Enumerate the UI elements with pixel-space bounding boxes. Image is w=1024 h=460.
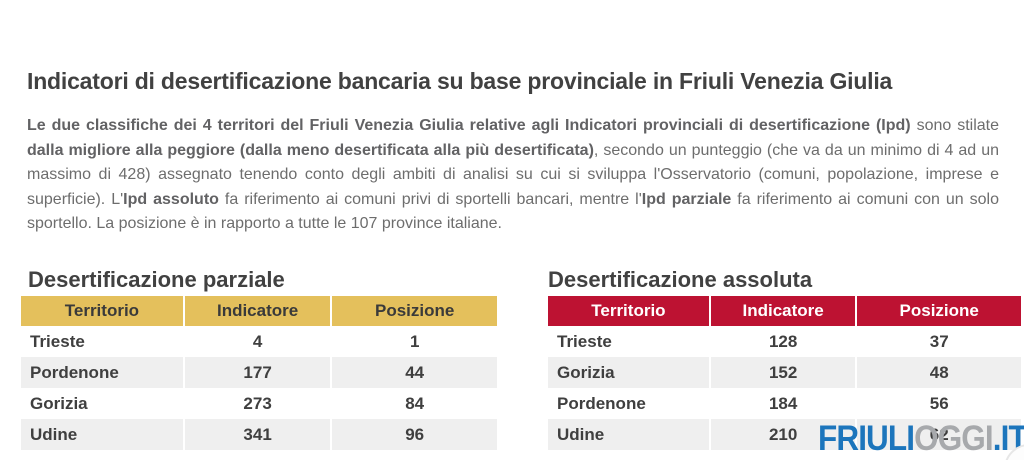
cell-territorio: Pordenone xyxy=(557,393,646,413)
column-header-territorio: Territorio xyxy=(21,296,183,326)
cell-posizione: 56 xyxy=(855,388,1021,419)
friulioggi-watermark-logo: FRIULIOGGI.IT xyxy=(818,419,1024,459)
table-header-row: Territorio Indicatore Posizione xyxy=(21,296,497,326)
intro-text-segment: sono stilate xyxy=(910,117,1000,134)
table-title-partial: Desertificazione parziale xyxy=(28,267,285,293)
cell-indicatore: 128 xyxy=(708,326,856,357)
cell-territorio: Udine xyxy=(21,419,183,450)
cell-indicatore: 177 xyxy=(182,357,331,388)
page-title: Indicatori di desertificazione bancaria … xyxy=(27,68,893,95)
column-header-territorio: Territorio xyxy=(548,296,709,326)
table-row: Gorizia 273 84 xyxy=(21,388,497,419)
cell-indicatore: 184 xyxy=(708,388,856,419)
cell-indicatore: 341 xyxy=(182,419,331,450)
cell-posizione: 62 xyxy=(855,419,1021,450)
table-row: Pordenone 184 56 xyxy=(548,388,1021,419)
table-row: Udine 341 96 xyxy=(21,419,497,450)
intro-text-segment: Ipd parziale xyxy=(641,190,732,208)
cell-indicatore: 4 xyxy=(182,326,331,357)
cell-posizione: 1 xyxy=(330,326,497,357)
intro-text-segment: dalla migliore alla peggiore (dalla meno… xyxy=(27,141,594,159)
column-header-indicatore: Indicatore xyxy=(182,296,331,326)
table-header-row: Territorio Indicatore Posizione xyxy=(548,296,1021,326)
table-desertificazione-parziale: Territorio Indicatore Posizione Trieste 4 1 P… xyxy=(21,296,497,450)
cell-posizione: 37 xyxy=(855,326,1021,357)
watermark-part-friuli: FRIULI xyxy=(818,419,915,458)
cell-territorio: Pordenone xyxy=(21,357,183,388)
table-row: Udine 210 62 xyxy=(548,419,1021,450)
intro-text-segment: Le due classifiche dei 4 territori del F… xyxy=(27,117,911,134)
table-title-absolute: Desertificazione assoluta xyxy=(548,267,813,293)
cell-posizione: 48 xyxy=(855,357,1021,388)
intro-text-segment: fa riferimento ai comuni con un solo spo… xyxy=(27,190,999,233)
cell-posizione: 96 xyxy=(330,419,497,450)
table-row: Pordenone 177 44 xyxy=(21,357,497,388)
cell-territorio: Trieste xyxy=(30,331,85,351)
cell-indicatore: 273 xyxy=(182,388,331,419)
intro-text-segment: Ipd assoluto xyxy=(123,190,219,208)
column-header-posizione: Posizione xyxy=(855,296,1021,326)
column-header-indicatore: Indicatore xyxy=(708,296,856,326)
cell-posizione: 44 xyxy=(330,357,497,388)
table-desertificazione-assoluta: Territorio Indicatore Posizione Trieste 128… xyxy=(548,296,1021,450)
cell-territorio: Udine xyxy=(548,419,709,450)
cell-indicatore: 210 xyxy=(708,419,856,450)
table-row: Gorizia 152 48 xyxy=(548,357,1021,388)
cell-territorio: Gorizia xyxy=(30,393,88,413)
intro-text-segment: fa riferimento ai comuni privi di sporte… xyxy=(218,190,642,208)
table-row: Trieste 128 37 xyxy=(548,326,1021,357)
watermark-part-oggi: OGGI xyxy=(914,419,994,458)
column-header-posizione: Posizione xyxy=(330,296,497,326)
cell-territorio: Gorizia xyxy=(548,357,709,388)
cell-posizione: 84 xyxy=(330,388,497,419)
cell-territorio: Trieste xyxy=(557,331,612,351)
intro-text-segment: , secondo un punteggio (che va da un min… xyxy=(27,141,999,208)
intro-paragraph: Le due classifiche dei 4 territori del F… xyxy=(27,114,999,237)
cell-indicatore: 152 xyxy=(708,357,856,388)
table-row: Trieste 4 1 xyxy=(21,326,497,357)
